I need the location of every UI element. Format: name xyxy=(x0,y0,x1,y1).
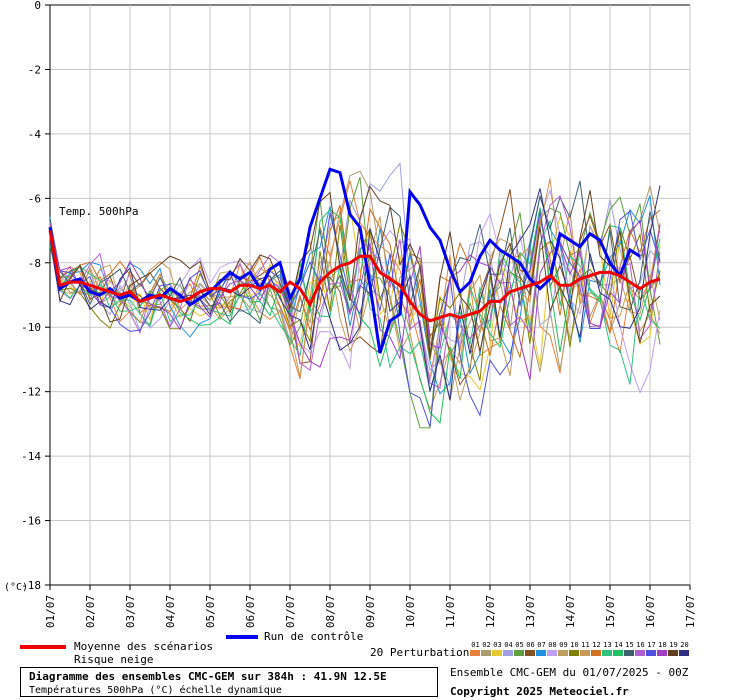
y-tick-label: -18 xyxy=(21,579,41,592)
y-unit-label: (°C) xyxy=(4,582,28,593)
x-tick-label: 01/07 xyxy=(44,595,57,628)
y-tick-label: -10 xyxy=(21,321,41,334)
mean-legend-label: Moyenne des scénarios xyxy=(74,640,214,653)
x-tick-label: 07/07 xyxy=(284,595,297,628)
perturbation-swatch xyxy=(470,650,480,656)
x-tick-label: 14/07 xyxy=(564,595,577,628)
perturbation-id: 09 xyxy=(559,641,568,649)
perturbation-swatch xyxy=(481,650,491,656)
perturbation-line xyxy=(49,205,661,391)
perturbation-id: 14 xyxy=(614,641,623,649)
series-line xyxy=(48,230,661,323)
perturbation-id: 11 xyxy=(581,641,590,649)
main-series-lines xyxy=(48,167,661,354)
perturbation-id: 19 xyxy=(669,641,678,649)
perturbation-line xyxy=(49,211,661,401)
y-tick-labels: 0 -2 -4 -6 -8 -10 -12 -14 -16 -18 xyxy=(21,0,41,592)
perturbation-line xyxy=(49,180,661,380)
perturbation-swatch xyxy=(580,650,590,656)
series-line xyxy=(48,167,641,354)
perturbation-swatch xyxy=(503,650,513,656)
perturbation-swatch xyxy=(657,650,667,656)
chart-title: Diagramme des ensembles CMC-GEM sur 384h… xyxy=(29,670,387,683)
ensemble-label: Ensemble CMC-GEM du 01/07/2025 - 00Z xyxy=(450,666,689,679)
perturbation-swatch xyxy=(591,650,601,656)
perturbation-swatch xyxy=(679,650,689,656)
x-tick-label: 04/07 xyxy=(164,595,177,628)
perturbation-swatch xyxy=(514,650,524,656)
x-tick-label: 10/07 xyxy=(404,595,417,628)
perturbation-id: 02 xyxy=(482,641,491,649)
y-tick-label: -12 xyxy=(21,386,41,399)
perturbation-swatch xyxy=(635,650,645,656)
y-tick-label: 0 xyxy=(34,0,41,12)
y-tick-label: -8 xyxy=(28,257,41,270)
perturbation-id: 04 xyxy=(504,641,513,649)
perturbation-swatch xyxy=(492,650,502,656)
x-tick-label: 03/07 xyxy=(124,595,137,628)
perturbation-id: 08 xyxy=(548,641,557,649)
control-legend-swatch xyxy=(226,635,258,639)
x-tick-label: 09/07 xyxy=(364,595,377,628)
perturbation-id: 18 xyxy=(658,641,667,649)
x-tick-label: 06/07 xyxy=(244,595,257,628)
x-tick-labels: 01/07 02/07 03/07 04/07 05/07 06/07 07/07 08/07… xyxy=(44,595,697,628)
x-tick-label: 08/07 xyxy=(324,595,337,628)
perturbation-swatch xyxy=(646,650,656,656)
perturbation-id: 06 xyxy=(526,641,535,649)
perturbation-id: 10 xyxy=(570,641,579,649)
x-tick-label: 05/07 xyxy=(204,595,217,628)
perturbation-line xyxy=(49,185,661,401)
x-tick-label: 02/07 xyxy=(84,595,97,628)
control-legend-label: Run de contrôle xyxy=(264,630,364,643)
perturbation-id: 05 xyxy=(515,641,524,649)
perturbation-id: 20 xyxy=(680,641,689,649)
perturbation-swatch xyxy=(569,650,579,656)
x-tick-label: 16/07 xyxy=(644,595,657,628)
x-tick-label: 13/07 xyxy=(524,595,537,628)
perturbation-swatch xyxy=(602,650,612,656)
series-label: Temp. 500hPa xyxy=(59,205,138,218)
perturbation-swatch xyxy=(624,650,634,656)
perturbation-id: 17 xyxy=(647,641,656,649)
perturbation-id: 12 xyxy=(592,641,601,649)
perturbation-swatch xyxy=(668,650,678,656)
snow-risk-label: Risque neige xyxy=(74,653,154,666)
perturbation-swatch xyxy=(547,650,557,656)
perturbations-label: 20 Perturbations xyxy=(370,646,476,659)
perturbation-id: 15 xyxy=(625,641,634,649)
x-tick-label: 12/07 xyxy=(484,595,497,628)
perturbation-id: 07 xyxy=(537,641,546,649)
perturbation-swatch xyxy=(525,650,535,656)
perturbation-swatch xyxy=(536,650,546,656)
x-tick-label: 15/07 xyxy=(604,595,617,628)
copyright: Copyright 2025 Meteociel.fr xyxy=(450,685,629,698)
mean-legend-swatch xyxy=(20,645,66,649)
y-tick-label: -16 xyxy=(21,515,41,528)
chart-subtitle: Températures 500hPa (°C) échelle dynamiq… xyxy=(29,685,282,696)
y-tick-label: -6 xyxy=(28,192,41,205)
perturbation-swatch xyxy=(558,650,568,656)
x-tick-label: 11/07 xyxy=(444,595,457,628)
perturbation-line xyxy=(49,170,661,401)
x-tick-label: 17/07 xyxy=(684,595,697,628)
title-box: Diagramme des ensembles CMC-GEM sur 384h… xyxy=(20,667,438,697)
perturbation-id: 16 xyxy=(636,641,645,649)
y-tick-label: -14 xyxy=(21,450,41,463)
perturbation-id: 13 xyxy=(603,641,612,649)
y-tick-label: -4 xyxy=(28,128,42,141)
perturbation-swatch xyxy=(613,650,623,656)
y-tick-label: -2 xyxy=(28,63,41,76)
perturbation-line xyxy=(49,177,661,429)
perturbation-id: 01 xyxy=(471,641,480,649)
perturbation-id: 03 xyxy=(493,641,502,649)
